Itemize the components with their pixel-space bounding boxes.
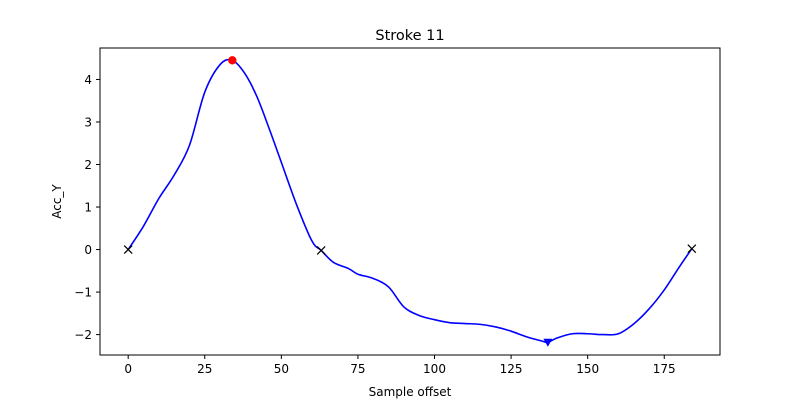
y-tick-label: 2 (84, 158, 92, 172)
plot-area (123, 56, 697, 347)
axis-ticks: 0 25 50 75 100 125 150 175 −2 −1 0 1 2 3 4 (74, 73, 675, 376)
y-axis-label: Acc_Y (50, 184, 64, 219)
y-tick-label: 4 (84, 73, 92, 87)
x-tick-label: 150 (576, 362, 599, 376)
x-axis-label: Sample offset (369, 385, 452, 399)
zero-crossing-marker (123, 245, 133, 254)
y-tick-label: 0 (84, 243, 92, 257)
y-tick-label: 3 (84, 115, 92, 129)
x-tick-label: 25 (197, 362, 212, 376)
y-tick-label: 1 (84, 201, 92, 215)
x-tick-label: 100 (423, 362, 446, 376)
x-tick-label: 175 (653, 362, 676, 376)
chart-title: Stroke 11 (375, 28, 444, 44)
x-tick-label: 0 (124, 362, 132, 376)
x-tick-label: 125 (500, 362, 523, 376)
x-tick-label: 50 (274, 362, 289, 376)
zero-crossing-marker (687, 244, 697, 254)
trough-marker (543, 338, 553, 347)
y-tick-label: −2 (74, 328, 92, 342)
zero-crossing-marker (316, 245, 326, 255)
x-tick-label: 75 (350, 362, 365, 376)
peak-marker (228, 56, 237, 65)
y-tick-label: −1 (74, 286, 92, 300)
axes-frame (99, 47, 721, 356)
